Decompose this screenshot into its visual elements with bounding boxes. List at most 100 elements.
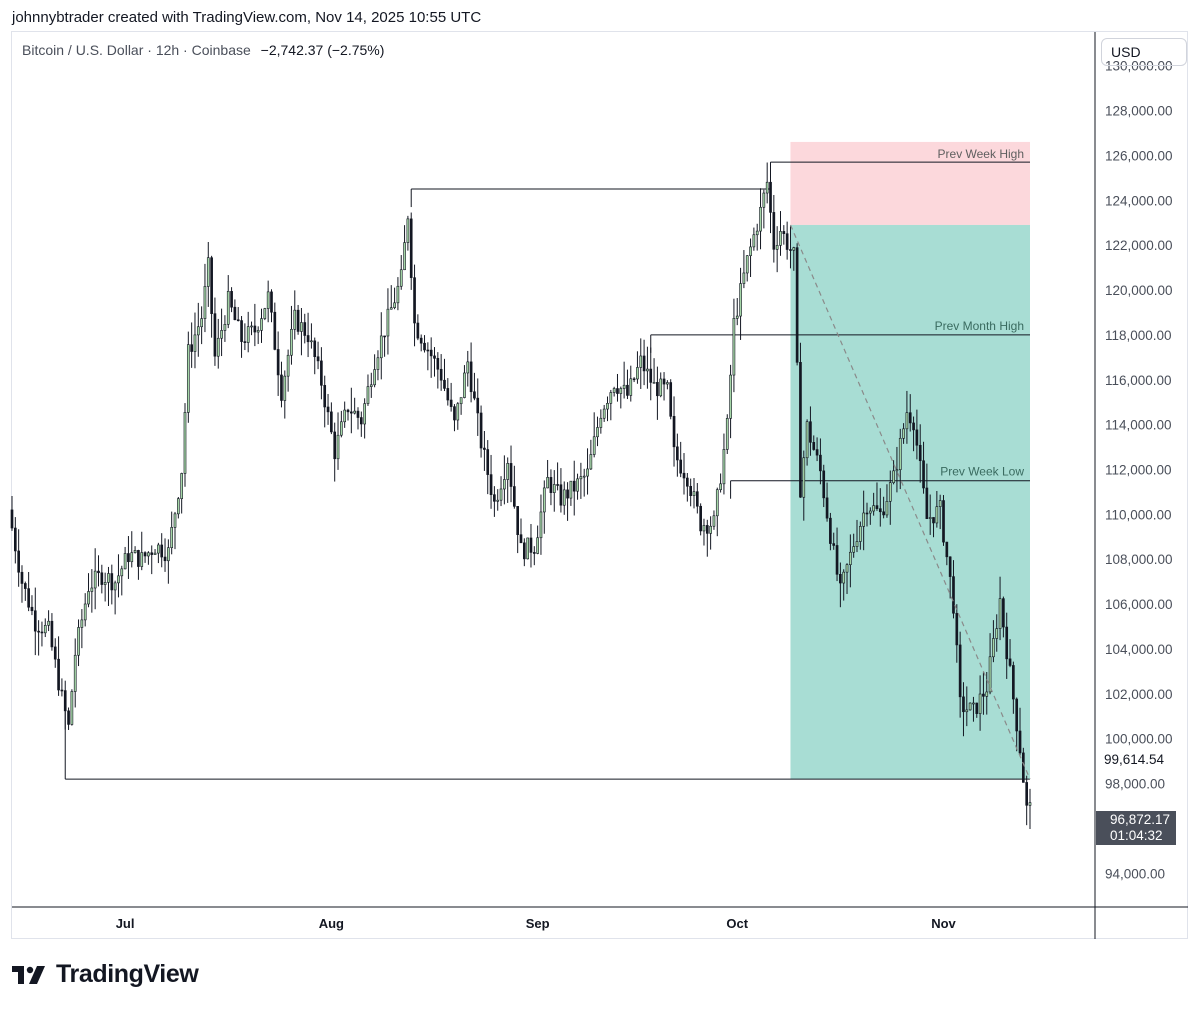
candle-body <box>97 570 100 574</box>
candle-body <box>43 625 47 634</box>
candle-body <box>33 610 37 632</box>
candle-body <box>147 552 150 557</box>
candle-body <box>196 326 200 336</box>
candle-body <box>17 550 20 573</box>
candle-body <box>606 402 609 410</box>
candle-body <box>223 324 227 331</box>
candle-body <box>955 612 959 646</box>
candle-body <box>346 409 350 413</box>
candle-body <box>137 550 140 567</box>
candle-body <box>782 231 786 234</box>
candle-body <box>599 417 603 428</box>
candle-body <box>273 311 277 350</box>
candle-body <box>310 340 313 343</box>
candle-body <box>243 341 247 343</box>
candle-body <box>998 598 1002 629</box>
candle-body <box>882 511 885 516</box>
candle-body <box>676 446 679 461</box>
price-tick-label: 98,000.00 <box>1105 777 1165 792</box>
candle-body <box>363 403 366 425</box>
price-tick-label: 112,000.00 <box>1105 463 1172 478</box>
candle-body <box>190 344 193 352</box>
candle-body <box>749 246 752 257</box>
candle-body <box>143 552 147 557</box>
candle-body <box>213 313 217 357</box>
candle-body <box>296 309 300 332</box>
candle-body <box>117 575 120 584</box>
candle-body <box>453 406 456 421</box>
candle-body <box>742 272 746 284</box>
candle-body <box>962 696 965 713</box>
candle-body <box>902 428 905 439</box>
candle-body <box>336 434 340 460</box>
candle-body <box>60 689 64 692</box>
price-tick-label: 126,000.00 <box>1105 148 1173 163</box>
candle-body <box>163 556 167 562</box>
candle-body <box>745 255 749 274</box>
candle-body <box>915 429 919 446</box>
candle-body <box>805 421 809 459</box>
candle-body <box>383 335 386 338</box>
candle-body <box>230 291 233 308</box>
candle-body <box>313 340 317 358</box>
candle-body <box>87 591 90 605</box>
candle-body <box>795 247 799 363</box>
candle-body <box>120 568 124 577</box>
candle-body <box>316 356 320 362</box>
candle-body <box>682 472 686 479</box>
candle-body <box>483 447 486 450</box>
candle-body <box>898 437 902 470</box>
candle-body <box>473 391 476 399</box>
candle-body <box>53 646 57 660</box>
candle-body <box>496 499 500 502</box>
candle-body <box>216 337 220 357</box>
candle-body <box>439 368 443 381</box>
candle-body <box>63 690 67 712</box>
candle-body <box>379 335 383 359</box>
candle-body <box>503 479 506 490</box>
candle-body <box>825 497 829 519</box>
candle-body <box>596 427 599 438</box>
candle-body <box>865 512 869 515</box>
candle-body <box>692 491 696 496</box>
candle-body <box>433 355 436 359</box>
candle-body <box>326 406 330 413</box>
candle-body <box>619 388 623 394</box>
candle-body <box>852 546 856 553</box>
candle-body <box>649 368 653 383</box>
candle-body <box>220 330 223 339</box>
candle-body <box>589 454 593 470</box>
candle-body <box>952 576 955 614</box>
candle-body <box>200 318 203 328</box>
candle-body <box>715 489 719 517</box>
candle-body <box>586 468 589 477</box>
candle-body <box>110 573 114 591</box>
candle-body <box>123 553 127 570</box>
candle-body <box>93 570 97 589</box>
candle-body <box>686 477 689 487</box>
price-tick-label: 106,000.00 <box>1105 597 1173 612</box>
candle-body <box>662 378 666 385</box>
symbol-legend[interactable]: Bitcoin / U.S. Dollar · 12h · Coinbase −… <box>22 42 384 58</box>
candle-body <box>396 285 400 304</box>
candle-body <box>40 631 44 634</box>
tradingview-logo[interactable]: TradingView <box>12 960 199 989</box>
candle-body <box>559 484 563 506</box>
candle-body <box>323 385 327 408</box>
candle-body <box>37 630 40 633</box>
currency-selector[interactable]: USD <box>1101 38 1187 66</box>
candle-body <box>127 553 130 563</box>
candle-body <box>446 388 450 401</box>
candle-body <box>389 307 393 310</box>
candle-body <box>150 552 154 555</box>
candle-body <box>752 234 756 248</box>
candle-body <box>399 269 403 287</box>
price-tick-label: 114,000.00 <box>1105 418 1172 433</box>
candle-body <box>988 656 992 693</box>
candle-body <box>306 335 310 343</box>
candle-body <box>765 181 769 194</box>
candle-body <box>373 369 376 386</box>
candle-body <box>283 375 287 401</box>
candle-body <box>835 545 839 575</box>
